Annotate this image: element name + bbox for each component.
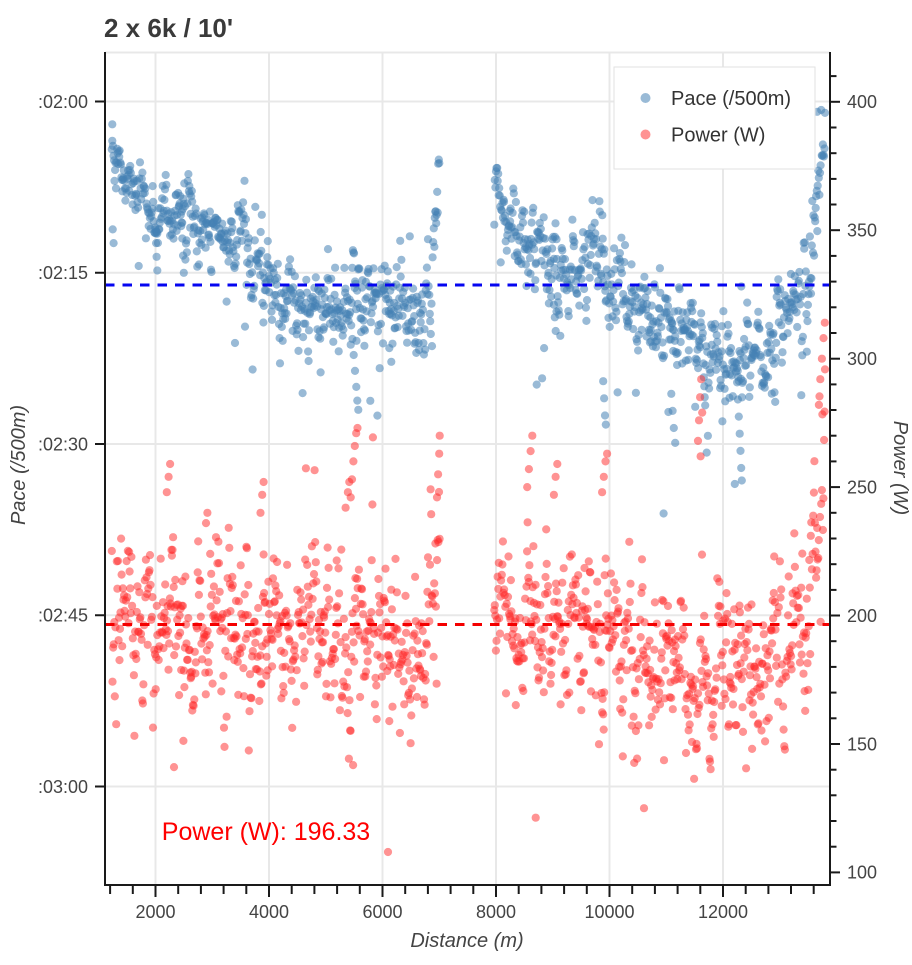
svg-text:12000: 12000 — [698, 902, 748, 922]
svg-text:200: 200 — [847, 606, 877, 626]
svg-text:2 x 6k / 10': 2 x 6k / 10' — [104, 13, 233, 43]
svg-text:8000: 8000 — [476, 902, 516, 922]
svg-text:6000: 6000 — [362, 902, 402, 922]
svg-text:Pace (/500m): Pace (/500m) — [671, 88, 791, 110]
svg-text::03:00: :03:00 — [38, 777, 88, 797]
svg-text:2000: 2000 — [135, 902, 175, 922]
svg-text:250: 250 — [847, 477, 877, 497]
svg-text:10000: 10000 — [584, 902, 634, 922]
svg-text::02:30: :02:30 — [38, 434, 88, 454]
svg-text::02:45: :02:45 — [38, 606, 88, 626]
svg-text:350: 350 — [847, 221, 877, 241]
svg-text:400: 400 — [847, 92, 877, 112]
svg-text:Pace (/500m): Pace (/500m) — [8, 405, 30, 525]
svg-text:150: 150 — [847, 734, 877, 754]
svg-text:300: 300 — [847, 349, 877, 369]
svg-text:100: 100 — [847, 863, 877, 883]
svg-text:Power (W): Power (W) — [889, 421, 911, 515]
svg-text:Power (W): 196.33: Power (W): 196.33 — [162, 818, 370, 846]
svg-text:Distance (m): Distance (m) — [410, 930, 523, 952]
svg-text::02:15: :02:15 — [38, 263, 88, 283]
svg-text:4000: 4000 — [249, 902, 289, 922]
svg-text:Power (W): Power (W) — [671, 125, 765, 147]
svg-text::02:00: :02:00 — [38, 92, 88, 112]
